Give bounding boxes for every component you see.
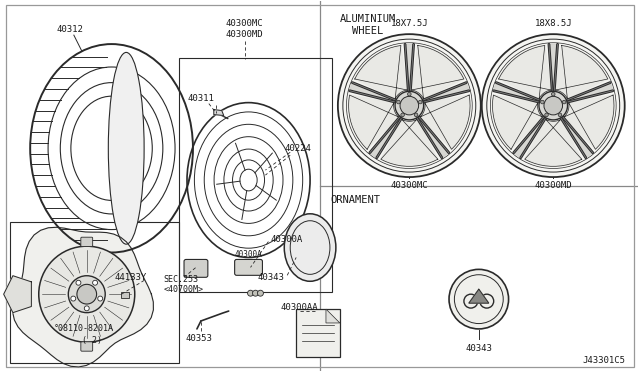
- Text: 40343: 40343: [257, 273, 284, 282]
- Polygon shape: [493, 95, 542, 149]
- Circle shape: [395, 91, 424, 120]
- Polygon shape: [349, 95, 399, 149]
- Bar: [296, 309, 340, 357]
- Polygon shape: [13, 227, 154, 367]
- Circle shape: [401, 113, 404, 117]
- Circle shape: [68, 276, 105, 312]
- Bar: [179, 58, 332, 292]
- Circle shape: [552, 92, 555, 96]
- Text: J43301C5: J43301C5: [582, 356, 626, 365]
- FancyBboxPatch shape: [81, 237, 93, 247]
- Text: 40343: 40343: [465, 344, 492, 353]
- Circle shape: [408, 92, 411, 96]
- Polygon shape: [4, 276, 31, 312]
- Bar: [121, 292, 129, 298]
- Polygon shape: [549, 44, 557, 92]
- Polygon shape: [566, 83, 613, 102]
- Circle shape: [253, 290, 259, 296]
- Polygon shape: [514, 116, 546, 158]
- Circle shape: [558, 113, 562, 117]
- FancyBboxPatch shape: [235, 259, 262, 275]
- Circle shape: [419, 100, 422, 104]
- Circle shape: [257, 290, 264, 296]
- Text: 40224: 40224: [285, 144, 312, 153]
- Circle shape: [248, 290, 253, 296]
- Circle shape: [77, 284, 97, 304]
- Text: ORNAMENT: ORNAMENT: [330, 195, 380, 205]
- Text: 40300AA: 40300AA: [280, 302, 318, 312]
- Circle shape: [397, 100, 400, 104]
- Polygon shape: [422, 83, 469, 102]
- Polygon shape: [525, 119, 582, 166]
- Circle shape: [482, 34, 625, 177]
- Text: °08110-8201A: °08110-8201A: [54, 324, 114, 333]
- Text: <40700M>: <40700M>: [163, 285, 203, 294]
- Circle shape: [84, 306, 89, 311]
- FancyBboxPatch shape: [184, 259, 208, 277]
- Text: 18X8.5J: 18X8.5J: [534, 19, 572, 28]
- Circle shape: [544, 96, 563, 115]
- Text: 18X7.5J: 18X7.5J: [390, 19, 428, 28]
- Polygon shape: [370, 116, 402, 158]
- Circle shape: [338, 34, 481, 177]
- Text: 40300MD: 40300MD: [534, 180, 572, 189]
- Circle shape: [414, 113, 418, 117]
- Text: 40300MC: 40300MC: [390, 180, 428, 189]
- Circle shape: [563, 100, 566, 104]
- Polygon shape: [556, 45, 608, 99]
- Text: WHEEL: WHEEL: [352, 26, 383, 36]
- FancyBboxPatch shape: [81, 342, 93, 351]
- Text: 40300A: 40300A: [235, 250, 262, 259]
- Polygon shape: [326, 309, 340, 323]
- Circle shape: [449, 269, 509, 329]
- Text: 40300MC: 40300MC: [226, 19, 264, 28]
- Polygon shape: [564, 95, 614, 149]
- Polygon shape: [417, 116, 449, 158]
- Polygon shape: [214, 110, 224, 116]
- Circle shape: [39, 246, 135, 342]
- Circle shape: [93, 280, 97, 285]
- Circle shape: [400, 96, 419, 115]
- Polygon shape: [469, 289, 489, 303]
- Text: 44133Y: 44133Y: [114, 273, 147, 282]
- Polygon shape: [493, 83, 540, 102]
- Text: 40312: 40312: [56, 25, 83, 34]
- Polygon shape: [412, 45, 464, 99]
- Circle shape: [76, 280, 81, 285]
- Circle shape: [545, 113, 548, 117]
- Polygon shape: [349, 83, 396, 102]
- Circle shape: [98, 296, 102, 301]
- Circle shape: [539, 91, 568, 120]
- Circle shape: [71, 296, 76, 301]
- Ellipse shape: [284, 214, 336, 281]
- Circle shape: [541, 100, 544, 104]
- Polygon shape: [405, 44, 413, 92]
- Polygon shape: [381, 119, 438, 166]
- Text: 40300MD: 40300MD: [226, 30, 264, 39]
- Polygon shape: [499, 45, 551, 99]
- Text: 40300A: 40300A: [270, 235, 303, 244]
- Polygon shape: [561, 116, 593, 158]
- Text: SEC.253: SEC.253: [163, 275, 198, 284]
- Text: 40353: 40353: [186, 334, 212, 343]
- Polygon shape: [355, 45, 407, 99]
- Text: 40311: 40311: [188, 94, 214, 103]
- Text: ALUMINIUM: ALUMINIUM: [340, 14, 396, 24]
- Text: ( 2): ( 2): [82, 336, 102, 345]
- Ellipse shape: [108, 52, 144, 244]
- Polygon shape: [420, 95, 470, 149]
